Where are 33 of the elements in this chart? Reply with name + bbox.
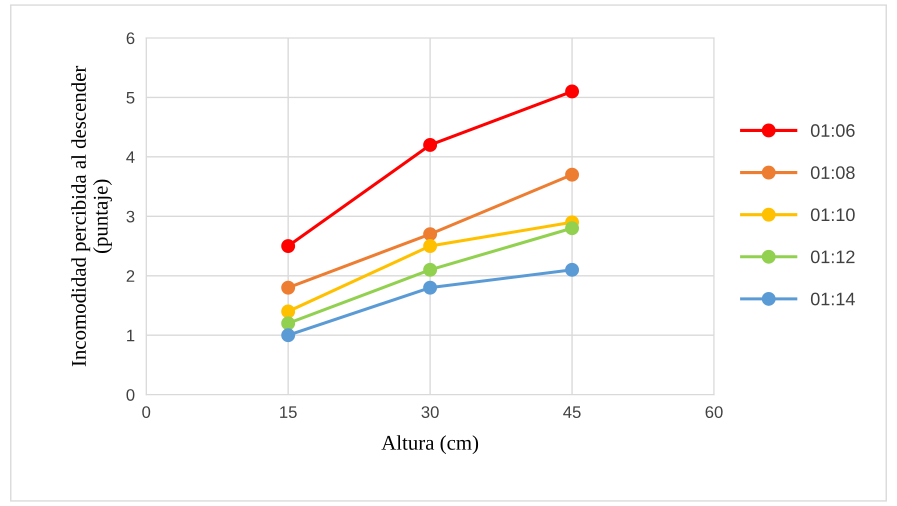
point bbox=[423, 262, 438, 277]
point bbox=[565, 262, 580, 277]
y-tick-label: 1 bbox=[127, 330, 134, 342]
x-tick-label: 0 bbox=[142, 406, 150, 418]
y-tick-label: 4 bbox=[126, 151, 135, 163]
y-tick-label: 6 bbox=[126, 32, 134, 44]
point bbox=[565, 84, 580, 98]
x-tick-label: 15 bbox=[280, 406, 297, 418]
point bbox=[423, 280, 438, 295]
legend-label: 01:14 bbox=[810, 292, 855, 306]
legend-label: 01:12 bbox=[810, 250, 855, 264]
legend-label: 01:06 bbox=[810, 124, 855, 137]
point bbox=[565, 221, 580, 236]
point bbox=[281, 304, 296, 318]
point bbox=[423, 239, 438, 253]
x-tick-label: 60 bbox=[706, 406, 723, 418]
point bbox=[281, 316, 296, 330]
y-tick-label: 0 bbox=[126, 389, 134, 401]
point bbox=[423, 227, 438, 242]
point bbox=[423, 138, 438, 152]
x-tick-label: 45 bbox=[563, 406, 581, 418]
point bbox=[281, 239, 296, 253]
point bbox=[281, 328, 296, 342]
y-axis-title: Incomodidad percibida al descender (puntaje) bbox=[71, 66, 112, 366]
point bbox=[281, 280, 296, 295]
y-tick-label: 2 bbox=[126, 270, 134, 282]
point bbox=[565, 168, 580, 182]
y-tick-label: 3 bbox=[126, 210, 134, 223]
x-axis-title: Altura (cm) bbox=[381, 435, 478, 454]
x-tick-label: 30 bbox=[421, 406, 439, 418]
legend-label: 01:10 bbox=[810, 208, 855, 222]
y-tick-label: 5 bbox=[126, 92, 134, 104]
legend-label: 01:08 bbox=[810, 166, 855, 180]
